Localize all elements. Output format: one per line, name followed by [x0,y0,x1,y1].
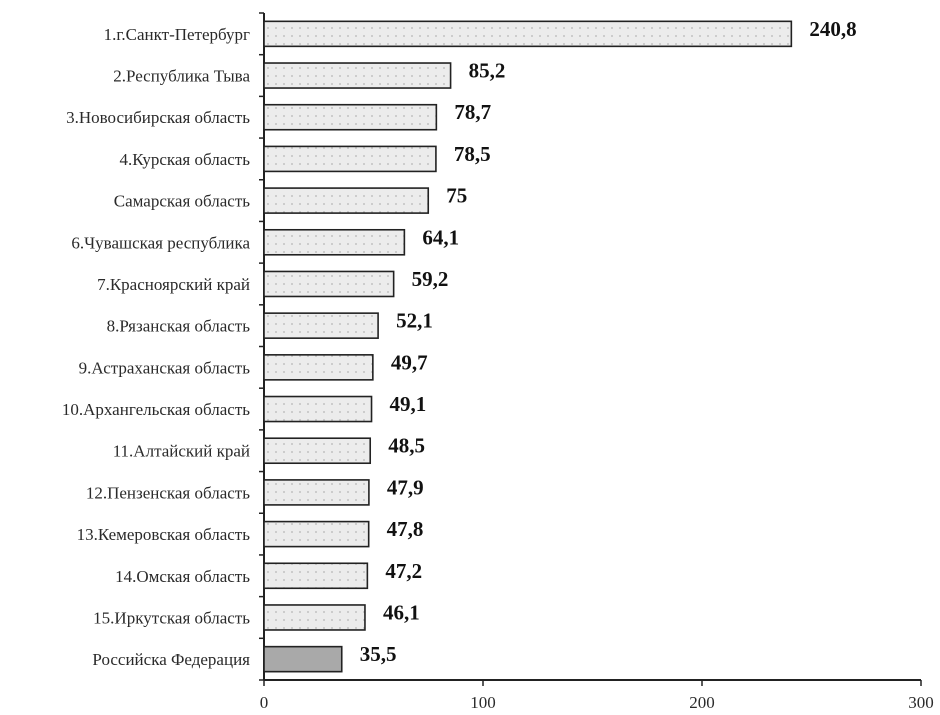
value-label: 47,9 [387,475,424,499]
category-label: 1.г.Санкт-Петербург [104,25,250,44]
value-label: 49,1 [390,392,427,416]
x-tick-label: 0 [260,693,269,712]
bar [263,145,437,173]
bar [263,228,406,256]
category-label: 4.Курская область [120,150,251,169]
bars [263,20,793,673]
bar [263,354,374,381]
category-label: 11.Алтайский край [113,442,250,461]
value-label: 52,1 [396,309,433,333]
bar [263,62,452,89]
bar [263,520,370,548]
bar [263,395,373,423]
value-label: 78,5 [454,142,491,166]
x-tick-label: 300 [908,693,934,712]
value-label: 240,8 [809,17,856,41]
bar [263,437,372,465]
bar [263,312,379,339]
x-tick-label: 100 [470,693,496,712]
value-label: 59,2 [412,267,449,291]
labels: 1.г.Санкт-Петербург 240,8 2.Республика Тыв… [62,17,857,669]
bar [263,20,793,48]
value-label: 78,7 [454,100,491,124]
category-label: 6.Чувашская республика [71,233,250,252]
bar [263,103,438,131]
bar [263,562,369,590]
x-tick-label: 200 [689,693,715,712]
bar [263,645,343,673]
category-label: Самарская область [114,192,250,211]
value-label: 64,1 [422,225,459,249]
category-label: 3.Новосибирская область [66,108,250,127]
category-label: 10.Архангельская область [62,400,250,419]
category-label: 9.Астраханская область [79,358,251,377]
value-label: 85,2 [469,59,506,83]
value-label: 75 [446,184,467,208]
category-label: 15.Иркутская область [93,608,250,627]
value-label: 47,8 [387,517,424,541]
category-label: 12.Пензенская область [86,483,250,502]
category-label: 13.Кемеровская область [77,525,251,544]
category-label: 7.Красноярский край [97,275,250,294]
category-label: 2.Республика Тыва [113,67,250,86]
value-label: 46,1 [383,600,420,624]
category-label: 8.Рязанская область [107,317,251,336]
bar [263,604,366,631]
category-label: 14.Омская область [115,567,250,586]
value-label: 35,5 [360,642,397,666]
value-label: 48,5 [388,434,425,458]
value-label: 49,7 [391,350,428,374]
bar [263,187,430,214]
bar [263,270,395,298]
bar [263,479,370,506]
category-label: Российска Федерация [92,650,250,669]
value-label: 47,2 [385,559,422,583]
